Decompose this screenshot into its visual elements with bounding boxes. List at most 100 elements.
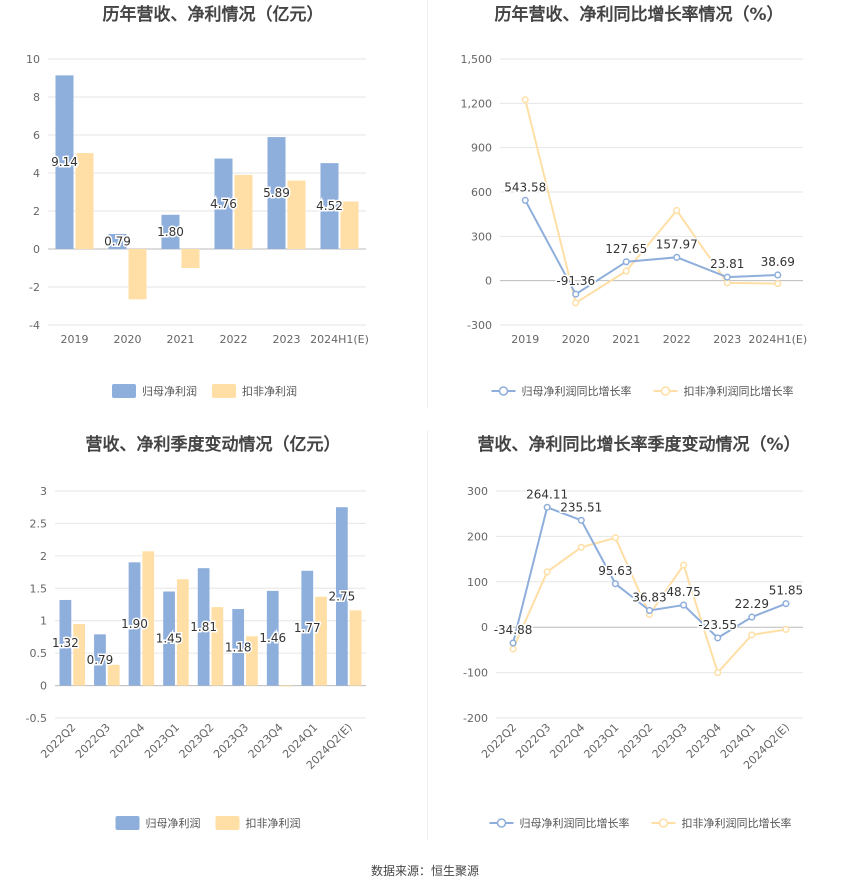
bar bbox=[234, 174, 253, 249]
data-point bbox=[509, 639, 517, 647]
x-tick-label: 2021 bbox=[612, 333, 640, 346]
y-tick-label: 0 bbox=[481, 621, 488, 634]
bar bbox=[163, 591, 175, 686]
data-label: 0.79 bbox=[104, 234, 131, 248]
vertical-divider bbox=[427, 0, 428, 408]
legend-label: 扣非净利润 bbox=[246, 816, 301, 830]
data-point bbox=[714, 669, 722, 677]
x-tick-label: 2023Q1 bbox=[142, 721, 182, 761]
legend-label: 归母净利润 bbox=[142, 384, 197, 398]
data-point bbox=[748, 631, 756, 639]
legend-marker bbox=[496, 818, 507, 828]
y-tick-label: 1 bbox=[40, 615, 47, 628]
data-point bbox=[577, 516, 585, 524]
bar bbox=[197, 568, 210, 686]
legend-label: 扣非净利润同比增长率 bbox=[682, 816, 792, 830]
data-label: 543.58 bbox=[504, 180, 546, 194]
x-tick-label: 2023Q2 bbox=[177, 721, 217, 761]
data-source-footer: 数据来源：恒生聚源 bbox=[370, 864, 479, 878]
data-point bbox=[723, 273, 731, 281]
data-label: 1.90 bbox=[121, 617, 148, 631]
bar bbox=[211, 607, 224, 686]
data-point bbox=[611, 534, 619, 542]
y-tick-label: 1,500 bbox=[461, 53, 493, 66]
data-label: 2.75 bbox=[328, 589, 355, 603]
y-tick-label: 100 bbox=[467, 576, 488, 589]
data-label: 48.75 bbox=[666, 585, 700, 599]
bar bbox=[59, 599, 72, 686]
data-point bbox=[543, 503, 551, 511]
y-tick-label: -200 bbox=[463, 712, 488, 725]
data-point bbox=[774, 271, 782, 279]
data-point bbox=[509, 645, 517, 653]
x-tick-label: 2022Q2 bbox=[479, 721, 519, 761]
bar bbox=[161, 214, 180, 249]
y-tick-label: 2 bbox=[33, 205, 40, 218]
data-point bbox=[782, 625, 790, 634]
data-point bbox=[543, 568, 551, 576]
x-tick-label: 2022Q3 bbox=[513, 721, 553, 761]
bar bbox=[107, 664, 120, 686]
bar bbox=[128, 249, 147, 300]
legend-label: 扣非净利润同比增长率 bbox=[684, 384, 794, 398]
x-tick-label: 2023Q2 bbox=[616, 721, 656, 761]
data-label: 22.29 bbox=[735, 597, 769, 611]
data-label: -91.36 bbox=[556, 274, 595, 288]
x-tick-label: 2020 bbox=[562, 333, 590, 346]
bar bbox=[128, 562, 141, 686]
data-point bbox=[673, 253, 681, 261]
data-label: 4.52 bbox=[316, 199, 343, 213]
x-tick-label: 2022Q4 bbox=[107, 721, 147, 761]
data-point bbox=[645, 606, 654, 615]
y-tick-label: 0.5 bbox=[30, 647, 48, 660]
data-point bbox=[680, 601, 688, 609]
x-tick-label: 2019 bbox=[511, 333, 539, 346]
bar bbox=[267, 137, 286, 249]
y-tick-label: 2 bbox=[40, 550, 47, 563]
bar bbox=[246, 636, 258, 686]
bar bbox=[181, 249, 200, 268]
y-tick-label: -2 bbox=[29, 281, 40, 294]
y-tick-label: -0.5 bbox=[26, 712, 47, 725]
data-label: 38.69 bbox=[761, 255, 795, 269]
x-tick-label: 2020 bbox=[114, 333, 142, 346]
data-label: 235.51 bbox=[560, 500, 602, 514]
data-label: 9.14 bbox=[51, 155, 78, 169]
data-label: 264.11 bbox=[526, 487, 568, 501]
y-tick-label: 300 bbox=[467, 485, 488, 498]
x-tick-label: 2023Q3 bbox=[211, 721, 251, 761]
x-tick-label: 2024H1(E) bbox=[310, 333, 369, 346]
data-label: -23.55 bbox=[698, 618, 737, 632]
vertical-divider bbox=[427, 430, 428, 840]
y-tick-label: 1.5 bbox=[30, 582, 48, 595]
x-tick-label: 2022Q3 bbox=[73, 721, 113, 761]
chart-title: 营收、净利同比增长率季度变动情况（%） bbox=[477, 434, 800, 455]
data-point bbox=[723, 279, 731, 287]
data-label: 157.97 bbox=[656, 237, 698, 251]
bar bbox=[176, 579, 189, 686]
legend-swatch bbox=[115, 816, 140, 830]
data-label: 23.81 bbox=[710, 257, 744, 271]
y-tick-label: 600 bbox=[471, 186, 492, 199]
bar bbox=[315, 596, 327, 686]
data-point bbox=[572, 299, 580, 307]
data-label: 0.79 bbox=[87, 653, 114, 667]
y-tick-label: -300 bbox=[467, 319, 492, 332]
bar bbox=[94, 634, 106, 686]
y-tick-label: -100 bbox=[463, 667, 488, 680]
bar bbox=[214, 158, 233, 249]
data-point bbox=[782, 600, 790, 608]
x-tick-label: 2023Q1 bbox=[581, 721, 621, 761]
y-tick-label: 4 bbox=[33, 167, 40, 180]
y-tick-label: 10 bbox=[26, 53, 40, 66]
data-point bbox=[774, 280, 782, 288]
data-label: 1.77 bbox=[294, 621, 321, 635]
x-tick-label: 2019 bbox=[61, 333, 89, 346]
chart-title: 历年营收、净利情况（亿元） bbox=[103, 4, 324, 25]
y-tick-label: 3 bbox=[40, 485, 47, 498]
bar bbox=[75, 153, 94, 249]
legend-swatch bbox=[215, 816, 240, 830]
legend-swatch bbox=[212, 384, 236, 398]
y-tick-label: -4 bbox=[29, 319, 40, 332]
series-line bbox=[512, 505, 787, 644]
